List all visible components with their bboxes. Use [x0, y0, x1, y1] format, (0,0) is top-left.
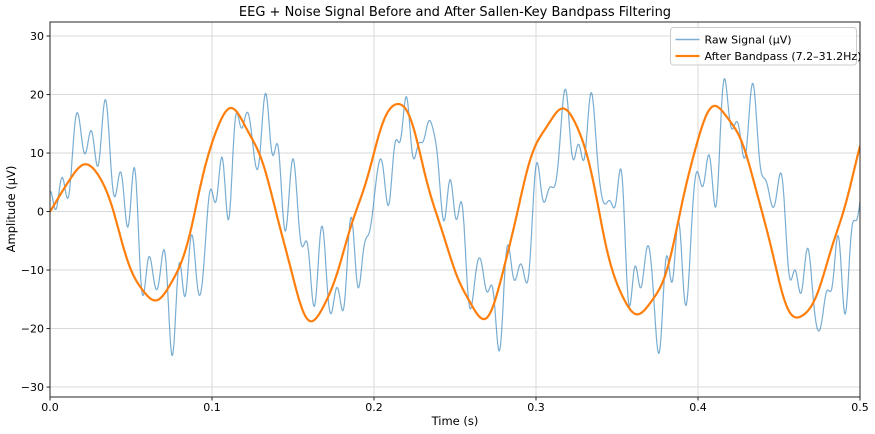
x-tick-label: 0.0	[41, 401, 59, 414]
filtered-signal-line	[50, 102, 860, 323]
y-tick-label: −20	[21, 323, 44, 336]
y-tick-label: −30	[21, 381, 44, 394]
y-axis-label: Amplitude (µV)	[4, 166, 18, 253]
y-tick-label: 10	[30, 147, 44, 160]
x-axis-ticks: 0.0 0.1 0.2 0.3 0.4 0.5	[41, 397, 869, 414]
axes-frame	[49, 21, 861, 398]
plot-area	[50, 22, 860, 397]
x-tick-label: 0.4	[689, 401, 707, 414]
y-tick-label: 20	[30, 89, 44, 102]
chart-title: EEG + Noise Signal Before and After Sall…	[239, 5, 671, 20]
x-tick-label: 0.3	[527, 401, 545, 414]
series-group	[50, 78, 860, 357]
raw-signal-line	[50, 78, 860, 357]
y-axis-ticks: −30 −20 −10 0 10 20 30	[21, 30, 50, 394]
x-tick-label: 0.1	[203, 401, 221, 414]
y-tick-label: 30	[30, 30, 44, 43]
legend-raw-label: Raw Signal (µV)	[705, 34, 792, 47]
legend-box	[670, 27, 857, 66]
x-axis-label: Time (s)	[431, 414, 479, 428]
y-tick-label: 0	[37, 206, 44, 219]
x-tick-label: 0.2	[365, 401, 383, 414]
legend-filtered-label: After Bandpass (7.2–31.2Hz)	[705, 50, 862, 63]
x-tick-label: 0.5	[851, 401, 869, 414]
y-tick-label: −10	[21, 264, 44, 277]
legend: Raw Signal (µV) After Bandpass (7.2–31.2…	[670, 27, 862, 66]
